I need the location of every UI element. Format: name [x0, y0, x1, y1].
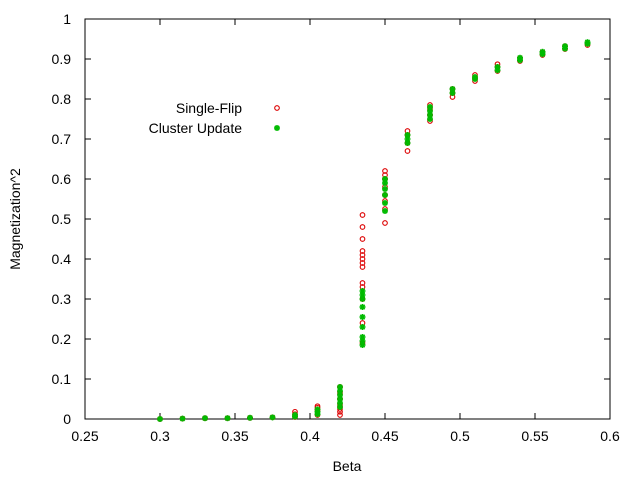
- cluster-update-point: [382, 200, 388, 206]
- y-tick-label: 0.6: [52, 171, 72, 187]
- cluster-update-point: [359, 314, 366, 320]
- x-tick-label: 0.6: [600, 428, 620, 444]
- cluster-update-point: [382, 186, 388, 192]
- cluster-update-point: [382, 208, 388, 214]
- legend-label: Single-Flip: [176, 100, 242, 116]
- x-tick-label: 0.55: [521, 428, 548, 444]
- cluster-update-point: [359, 324, 366, 330]
- cluster-update-point: [179, 415, 186, 422]
- x-tick-label: 0.3: [150, 428, 170, 444]
- y-tick-label: 0.4: [52, 251, 72, 267]
- y-tick-label: 0.7: [52, 131, 72, 147]
- x-tick-label: 0.4: [300, 428, 320, 444]
- single-flip-point: [359, 212, 366, 218]
- single-flip-point: [359, 248, 366, 254]
- cluster-update-point: [359, 288, 366, 294]
- data-points: [157, 39, 591, 422]
- single-flip-point: [382, 168, 388, 174]
- cluster-update-point: [269, 414, 276, 421]
- x-tick-label: 0.25: [71, 428, 98, 444]
- single-flip-point: [359, 252, 366, 258]
- y-tick-label: 1: [63, 11, 71, 27]
- single-flip-point: [274, 105, 280, 111]
- y-tick-label: 0.9: [52, 51, 72, 67]
- cluster-update-point: [292, 412, 298, 418]
- single-flip-point: [359, 224, 366, 230]
- y-tick-label: 0.2: [52, 331, 72, 347]
- y-axis-ticks: 0 0.1 0.2 0.3 0.4 0.5 0.6 0.7 0.8 0.9 1: [52, 11, 610, 427]
- y-tick-label: 0.1: [52, 371, 72, 387]
- single-flip-point: [382, 220, 388, 226]
- cluster-update-point: [404, 132, 411, 138]
- cluster-update-point: [359, 304, 366, 310]
- cluster-update-point: [382, 176, 388, 182]
- single-flip-point: [359, 280, 366, 286]
- cluster-update-point: [562, 43, 568, 50]
- plot-frame: [84, 18, 611, 420]
- cluster-update-point: [584, 39, 591, 46]
- y-tick-label: 0: [63, 411, 71, 427]
- legend: Single-Flip Cluster Update: [149, 100, 280, 136]
- cluster-update-point: [157, 416, 163, 422]
- single-flip-point: [404, 148, 411, 154]
- single-flip-point: [359, 260, 366, 266]
- cluster-update-point: [314, 406, 321, 413]
- cluster-update-point: [202, 415, 208, 422]
- x-tick-label: 0.5: [450, 428, 470, 444]
- y-tick-label: 0.3: [52, 291, 72, 307]
- cluster-update-point: [359, 334, 366, 340]
- x-tick-label: 0.35: [221, 428, 248, 444]
- y-tick-label: 0.5: [52, 211, 72, 227]
- y-axis-label: Magnetization^2: [7, 168, 23, 270]
- x-axis-ticks: 0.25 0.3 0.35 0.4 0.45 0.5 0.55 0.6: [71, 19, 620, 444]
- cluster-update-point: [224, 415, 231, 422]
- legend-label: Cluster Update: [149, 120, 243, 136]
- single-flip-point: [359, 236, 366, 242]
- cluster-update-point: [449, 86, 456, 92]
- cluster-update-point: [382, 192, 388, 198]
- cluster-update-point: [517, 54, 523, 61]
- cluster-update-point: [494, 64, 501, 70]
- cluster-update-point: [247, 414, 253, 421]
- x-axis-label: Beta: [333, 458, 362, 474]
- cluster-update-point: [472, 74, 478, 80]
- cluster-update-point: [337, 384, 343, 390]
- single-flip-point: [359, 256, 366, 262]
- single-flip-point: [359, 264, 366, 270]
- single-flip-point: [337, 412, 343, 418]
- cluster-update-point: [274, 125, 280, 131]
- y-tick-label: 0.8: [52, 91, 72, 107]
- cluster-update-point: [539, 48, 546, 55]
- x-tick-label: 0.45: [371, 428, 398, 444]
- cluster-update-point: [427, 104, 433, 110]
